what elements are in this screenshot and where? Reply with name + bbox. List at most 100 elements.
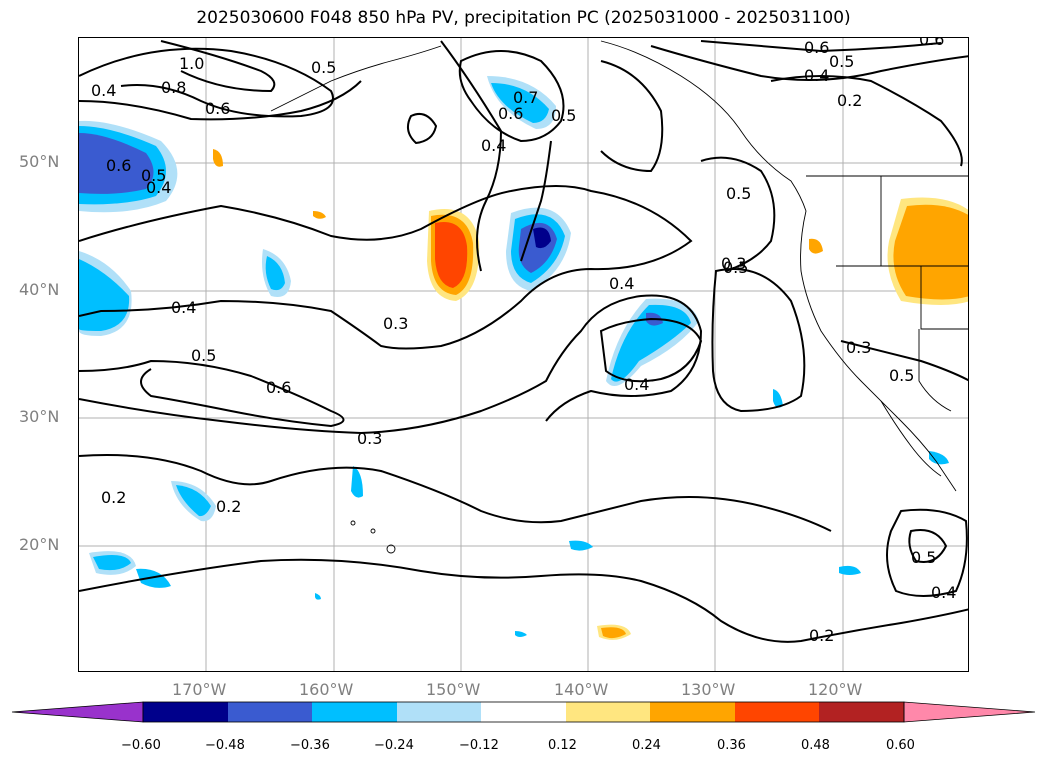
contour-label: 0.6 <box>919 38 944 49</box>
pv-contour-17 <box>650 45 968 81</box>
colorbar-bin <box>735 702 819 722</box>
colorbar-tick-label: 0.48 <box>801 738 830 753</box>
contour-label: 0.3 <box>721 254 746 273</box>
contour-label: 0.4 <box>931 583 956 602</box>
precip-blob-f <box>351 466 363 498</box>
aleutian-chain <box>270 45 442 112</box>
contour-label: 0.5 <box>141 166 166 185</box>
precip-blob-b-mid <box>491 83 549 123</box>
pv-contour-6 <box>79 294 703 435</box>
colorbar-tick-label: 0.60 <box>886 738 915 753</box>
contour-label: 0.5 <box>726 184 751 203</box>
colorbar-bin <box>566 702 650 722</box>
precip-blob-g-mid <box>93 555 131 571</box>
precip-blob-c-core <box>533 227 551 249</box>
colorbar-outline <box>142 701 905 723</box>
contour-label: 0.3 <box>846 338 871 357</box>
pv-contour-20 <box>886 508 968 597</box>
contour-label: 0.5 <box>911 548 936 567</box>
precip-blob-l <box>929 451 949 465</box>
contour-label: 0.5 <box>191 346 216 365</box>
precip-blob-i <box>569 540 593 551</box>
pv-contour-5 <box>79 359 345 428</box>
contour-label: 0.3 <box>357 429 382 448</box>
precip-blob-d-mid <box>611 304 691 382</box>
north-america-coast <box>600 40 957 492</box>
colorbar-extend-low <box>11 701 144 723</box>
contour-label: 0.8 <box>161 78 186 97</box>
contour-label: 0.2 <box>837 91 862 110</box>
contour-label: 0.4 <box>481 136 506 155</box>
lon-label-140w: 140°W <box>554 680 609 699</box>
contour-label: 0.4 <box>624 375 649 394</box>
colorbar-bin <box>397 702 481 722</box>
precip-blob-j <box>839 565 861 575</box>
coastlines <box>270 40 968 554</box>
pv-contour-16 <box>770 75 963 167</box>
precip-blob-t-mid <box>601 627 626 639</box>
pv-contour-11 <box>440 40 503 272</box>
contour-label: 0.4 <box>804 66 829 85</box>
pv-contours <box>79 40 968 643</box>
precip-blob-p-dark <box>435 221 468 288</box>
colorbar-bin <box>650 702 735 722</box>
precip-blob-k <box>773 389 783 408</box>
precip-blob-h <box>136 568 171 588</box>
precip-blob-a-mid <box>265 256 285 291</box>
colorbar-tick-label: −0.36 <box>290 738 330 753</box>
pv-contour-15 <box>711 268 806 413</box>
precip-blob-r <box>213 149 223 167</box>
contour-label: 0.4 <box>609 274 634 293</box>
pv-contour-3 <box>79 80 362 121</box>
contour-label: 0.2 <box>809 626 834 645</box>
precip-blob-s <box>313 211 326 219</box>
contour-label: 0.5 <box>311 58 336 77</box>
state-borders-b <box>836 265 968 330</box>
pv-contour-14 <box>700 156 776 272</box>
contour-label: 0.4 <box>171 298 196 317</box>
pv-contour-19 <box>840 340 968 382</box>
pv-contour-22 <box>599 317 703 383</box>
hawaii-island-small-2 <box>350 520 356 526</box>
lat-label-30n: 30°N <box>19 407 60 426</box>
colorbar-tick-label: −0.24 <box>374 738 414 753</box>
contour-label: 0.4 <box>146 178 171 197</box>
lat-label-50n: 50°N <box>19 152 60 171</box>
colorbar-tick-label: −0.48 <box>205 738 245 753</box>
contour-label: 0.7 <box>513 88 538 107</box>
contour-label: 1.0 <box>179 54 204 73</box>
contour-label: 0.4 <box>91 81 116 100</box>
lon-label-150w: 150°W <box>426 680 481 699</box>
colorbar-tick-label: 0.24 <box>632 738 661 753</box>
hawaii-island-big <box>386 544 396 554</box>
precip-blob-n <box>315 593 321 600</box>
contour-labels: 1.0 0.8 0.6 0.4 0.5 0.4 0.6 0.7 0.5 0.6 … <box>91 38 956 645</box>
lon-label-170w: 170°W <box>172 680 227 699</box>
contour-label: 0.6 <box>804 38 829 57</box>
pv-contour-2 <box>160 40 276 93</box>
lat-label-40n: 40°N <box>19 280 60 299</box>
colorbar-bin <box>228 702 312 722</box>
pv-contour-12 <box>520 140 552 262</box>
contour-label: 0.5 <box>723 258 748 277</box>
pv-contour-18 <box>700 40 942 53</box>
colorbar-bin <box>143 702 228 722</box>
colorbar-bin <box>819 702 904 722</box>
hawaii-island-small-1 <box>370 528 376 534</box>
colorbar-extend-high <box>903 701 1036 723</box>
precip-blob-m <box>515 631 527 637</box>
contour-label: 0.2 <box>216 497 241 516</box>
colorbar <box>11 701 1036 723</box>
colorbar-bin <box>481 702 566 722</box>
contour-label: 0.6 <box>498 104 523 123</box>
colorbar-tick-label: 0.36 <box>717 738 746 753</box>
precip-positive <box>213 149 968 640</box>
colorbar-tick-label: −0.60 <box>121 738 161 753</box>
map-panel: 1.0 0.8 0.6 0.4 0.5 0.4 0.6 0.7 0.5 0.6 … <box>78 37 969 672</box>
pv-contour-13 <box>600 60 664 173</box>
contour-label: 0.5 <box>889 366 914 385</box>
colorbar-tick-label: −0.12 <box>459 738 499 753</box>
lon-label-160w: 160°W <box>299 680 354 699</box>
pv-contour-8 <box>79 558 968 643</box>
contour-label: 0.5 <box>829 52 854 71</box>
